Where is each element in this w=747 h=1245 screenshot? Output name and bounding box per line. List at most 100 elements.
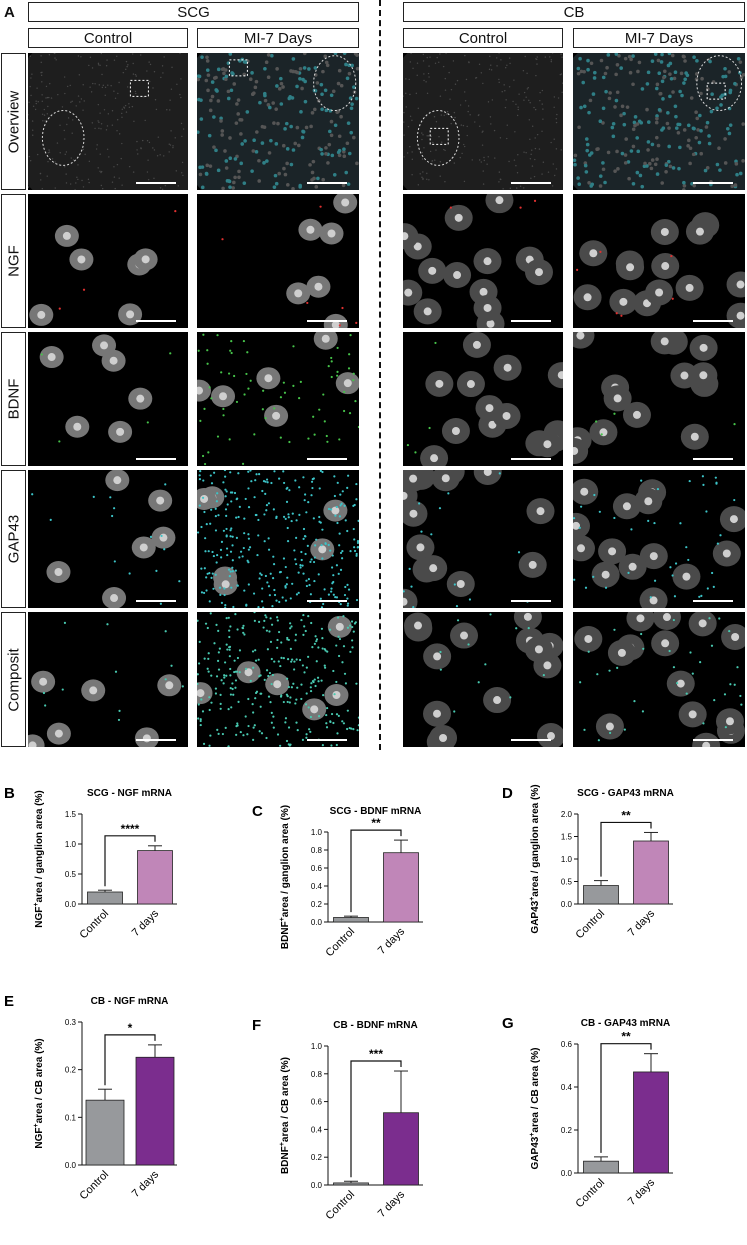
y-axis-label: NGF+area / CB area (%): [33, 1038, 45, 1148]
y-tick-label: 0.8: [311, 846, 323, 855]
panel-letter-c: C: [252, 803, 263, 820]
bar-7-days: [633, 840, 669, 905]
significance-label: ***: [369, 1047, 383, 1061]
significance-label: *: [128, 1021, 133, 1035]
chart-g: G CB - GAP43 mRNA 0.0 0.2 0.4 0.6 GAP43+area /…: [500, 990, 745, 1240]
y-tick-label: 0.6: [561, 1040, 573, 1049]
x-category-label: Control: [78, 1169, 112, 1203]
micrograph-composit-scg-mi: [197, 612, 359, 747]
panel-letter-g: G: [502, 1015, 514, 1032]
bar-7-days: [137, 850, 173, 905]
significance-label: **: [621, 808, 631, 822]
x-category-label: Control: [324, 926, 358, 960]
micrograph-bdnf-cb-mi: [573, 332, 745, 466]
chart-d: D SCG - GAP43 mRNA 0.0 0.5 1.0 1.5 2.0 GAP43+ar…: [500, 752, 745, 992]
micrograph-gap43-scg-mi: [197, 470, 359, 608]
bar-7-days: [633, 1071, 669, 1174]
y-tick-label: 1.5: [561, 833, 573, 842]
y-tick-label: 0.3: [65, 1018, 77, 1027]
micrograph-overview-scg-mi: [197, 53, 359, 190]
y-tick-label: 1.0: [311, 828, 323, 837]
y-tick-label: 0.4: [561, 1083, 573, 1092]
chart-e: E CB - NGF mRNA 0.0 0.1 0.2 0.3 NGF+area / CB …: [2, 990, 247, 1240]
micrograph-gap43-cb-mi: [573, 470, 745, 608]
chart-f: F CB - BDNF mRNA 0.0 0.2 0.4 0.6 0.8 1.0 BDNF+ar…: [250, 990, 495, 1240]
row-label-composit: Composit: [1, 612, 26, 747]
chart-title: CB - BDNF mRNA: [333, 1020, 417, 1031]
y-tick-label: 0.6: [311, 864, 323, 873]
x-category-label: Control: [574, 908, 608, 942]
chart-title: CB - NGF mRNA: [91, 996, 169, 1007]
y-tick-label: 0.6: [311, 1098, 323, 1107]
y-axis-label: GAP43+area / CB area (%): [529, 1048, 541, 1170]
bar-control: [87, 891, 123, 905]
bar-control: [85, 1099, 125, 1166]
y-tick-label: 0.5: [561, 878, 573, 887]
significance-bracket: [600, 1043, 652, 1153]
bar-control: [333, 1182, 369, 1186]
bar-control: [583, 1160, 619, 1174]
chart-title: SCG - BDNF mRNA: [330, 806, 422, 817]
micrograph-overview-scg-control: [28, 53, 188, 190]
bar-control: [583, 885, 619, 905]
y-tick-label: 0.0: [65, 1161, 77, 1170]
y-tick-label: 0.0: [561, 900, 573, 909]
y-tick-label: 0.0: [311, 918, 323, 927]
y-axis-label: BDNF+area / CB area (%): [279, 1057, 291, 1174]
micrograph-bdnf-scg-mi: [197, 332, 359, 466]
y-tick-label: 1.5: [65, 810, 77, 819]
micrograph-composit-scg-control: [28, 612, 188, 747]
micrograph-ngf-scg-mi: [197, 194, 359, 328]
significance-label: **: [621, 1030, 631, 1044]
x-category-label: Control: [78, 908, 112, 942]
micrograph-composit-cb-control: [403, 612, 563, 747]
y-tick-label: 0.2: [65, 1066, 77, 1075]
panel-letter-a: A: [4, 4, 15, 21]
micrograph-gap43-cb-control: [403, 470, 563, 608]
y-tick-label: 0.1: [65, 1113, 77, 1122]
group-header-scg: SCG: [28, 2, 359, 22]
row-label-bdnf: BDNF: [1, 332, 26, 466]
x-category-label: 7 days: [376, 925, 408, 957]
column-header-scg-control: Control: [28, 28, 188, 48]
significance-bracket: [350, 1060, 402, 1178]
x-category-label: Control: [324, 1189, 358, 1223]
y-tick-label: 0.2: [311, 900, 323, 909]
y-tick-label: 0.2: [561, 1126, 573, 1135]
y-tick-label: 0.8: [311, 1070, 323, 1079]
micrograph-gap43-scg-control: [28, 470, 188, 608]
x-category-label: Control: [574, 1177, 608, 1211]
panel-letter-b: B: [4, 785, 15, 802]
scg-cb-divider: [379, 0, 381, 750]
y-tick-label: 1.0: [65, 840, 77, 849]
row-label-ngf: NGF: [1, 194, 26, 328]
y-tick-label: 0.2: [311, 1153, 323, 1162]
micrograph-bdnf-scg-control: [28, 332, 188, 466]
chart-title: SCG - GAP43 mRNA: [577, 788, 674, 799]
column-header-cb-control: Control: [403, 28, 563, 48]
row-label-gap43: GAP43: [1, 470, 26, 608]
x-category-label: 7 days: [626, 1176, 658, 1208]
panel-letter-f: F: [252, 1017, 261, 1034]
significance-bracket: [104, 835, 156, 887]
micrograph-overview-cb-mi: [573, 53, 745, 190]
chart-title: SCG - NGF mRNA: [87, 788, 172, 799]
y-tick-label: 0.0: [311, 1181, 323, 1190]
y-tick-label: 0.0: [561, 1169, 573, 1178]
column-header-cb-mi: MI-7 Days: [573, 28, 745, 48]
y-axis-label: GAP43+area / ganglion area (%): [529, 784, 541, 933]
micrograph-ngf-cb-control: [403, 194, 563, 328]
panel-letter-d: D: [502, 785, 513, 802]
micrograph-composit-cb-mi: [573, 612, 745, 747]
x-category-label: 7 days: [626, 907, 658, 939]
x-category-label: 7 days: [130, 907, 162, 939]
panel-letter-e: E: [4, 993, 14, 1010]
y-tick-label: 2.0: [561, 810, 573, 819]
y-tick-label: 0.4: [311, 1125, 323, 1134]
chart-b: B SCG - NGF mRNA 0.0 0.5 1.0 1.5 NGF+area / ga…: [2, 752, 247, 992]
y-axis-label: NGF+area / ganglion area (%): [33, 790, 45, 927]
significance-label: **: [371, 816, 381, 830]
x-category-label: 7 days: [130, 1168, 162, 1200]
micrograph-overview-cb-control: [403, 53, 563, 190]
x-category-label: 7 days: [376, 1188, 408, 1220]
